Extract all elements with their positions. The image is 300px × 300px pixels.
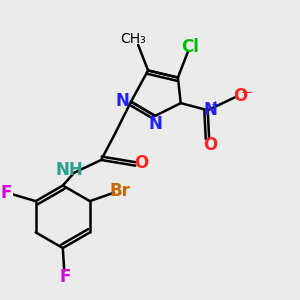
Text: N: N bbox=[116, 92, 129, 110]
Text: F: F bbox=[1, 184, 12, 202]
Text: N: N bbox=[203, 101, 217, 119]
Text: F: F bbox=[60, 268, 71, 286]
Text: +: + bbox=[210, 100, 220, 110]
Text: CH₃: CH₃ bbox=[120, 32, 146, 46]
Text: O: O bbox=[233, 87, 247, 105]
Text: O: O bbox=[134, 154, 148, 172]
Text: NH: NH bbox=[55, 161, 83, 179]
Text: Cl: Cl bbox=[181, 38, 199, 56]
Text: −: − bbox=[240, 85, 253, 100]
Text: N: N bbox=[149, 115, 163, 133]
Text: O: O bbox=[203, 136, 218, 154]
Text: Br: Br bbox=[109, 182, 130, 200]
